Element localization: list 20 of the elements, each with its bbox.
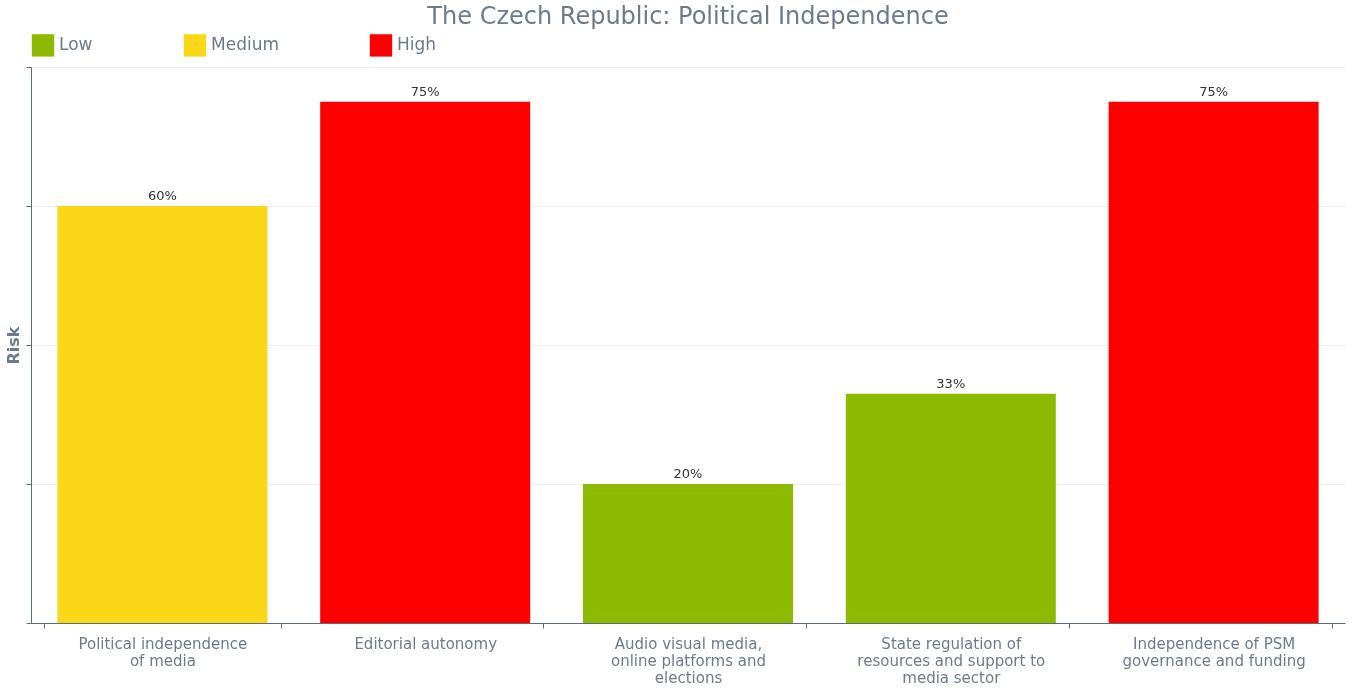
data-label: 33% xyxy=(936,375,966,391)
x-tick-label: Political independence of media xyxy=(78,634,248,670)
x-tick-label: Audio visual media, online platforms and elections xyxy=(610,634,767,687)
data-label: 75% xyxy=(1199,83,1229,99)
x-tick-label: Independence of PSM governance and funding xyxy=(1122,634,1306,670)
bar xyxy=(57,206,268,623)
bar xyxy=(845,393,1056,623)
y-axis-title: Risk xyxy=(4,326,23,365)
legend-label: High xyxy=(397,34,437,55)
data-label: 20% xyxy=(673,466,703,481)
legend-label: Low xyxy=(59,34,93,55)
chart-title: The Czech Republic: Political Independence xyxy=(426,2,949,30)
bar xyxy=(583,484,793,623)
bar xyxy=(1108,101,1319,623)
x-tick-label: State regulation of resources and support to media sector xyxy=(857,634,1046,687)
bar xyxy=(320,101,531,623)
x-tick-label: Editorial autonomy xyxy=(354,634,498,653)
data-label: 75% xyxy=(410,83,440,99)
data-label: 60% xyxy=(147,188,177,203)
legend-label: Medium xyxy=(211,34,279,55)
